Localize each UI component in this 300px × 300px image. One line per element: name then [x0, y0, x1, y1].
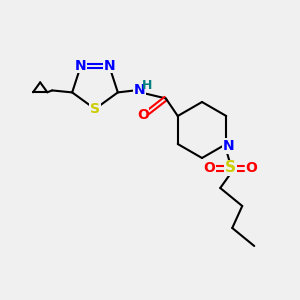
Text: O: O	[137, 108, 149, 122]
Text: N: N	[75, 58, 87, 73]
Text: O: O	[203, 161, 215, 175]
Text: S: S	[90, 102, 100, 116]
Text: S: S	[225, 160, 236, 175]
Text: N: N	[134, 83, 146, 98]
Text: N: N	[103, 58, 115, 73]
Text: N: N	[222, 139, 234, 153]
Text: O: O	[245, 161, 257, 175]
Text: H: H	[142, 79, 152, 92]
